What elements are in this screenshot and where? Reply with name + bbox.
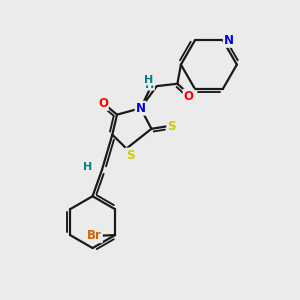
Text: N: N [136, 102, 146, 115]
Text: H: H [83, 162, 92, 172]
Text: S: S [167, 120, 176, 133]
Text: H: H [145, 80, 154, 90]
Text: O: O [184, 90, 194, 103]
Text: H: H [144, 75, 153, 85]
Text: O: O [98, 97, 108, 110]
Text: S: S [126, 148, 134, 161]
Text: N: N [224, 34, 234, 47]
Text: Br: Br [87, 229, 102, 242]
